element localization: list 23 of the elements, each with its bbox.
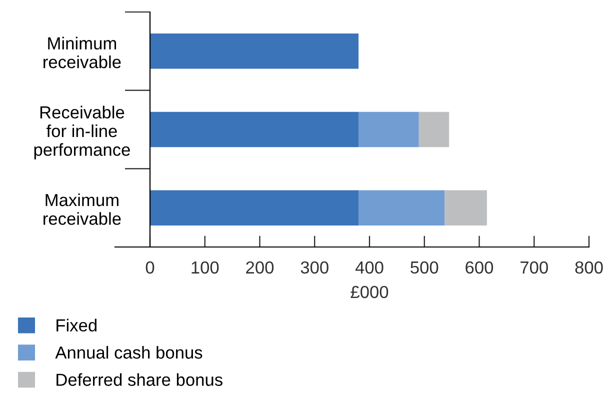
x-tick-label: 800	[575, 261, 603, 274]
x-tick-label: 100	[192, 261, 219, 274]
legend-label: Annual cash bonus	[55, 346, 202, 359]
y-tick-label: Receivable for in-line performance	[34, 106, 130, 160]
bar	[418, 112, 450, 148]
bar	[358, 112, 419, 148]
x-tick-label: 700	[520, 261, 548, 274]
x-axis-title: £000	[350, 286, 388, 298]
y-tick-label: Minimum receivable	[44, 36, 121, 68]
x-tick-label: 600	[466, 261, 494, 274]
legend-label: Fixed	[56, 318, 96, 332]
x-tick-label: 500	[410, 261, 438, 274]
bar	[150, 34, 359, 69]
x-tick-label: 400	[355, 261, 384, 274]
bar	[358, 190, 445, 226]
legend-label: Deferred share bonus	[56, 373, 222, 386]
bar	[150, 190, 359, 226]
x-tick-label: 300	[300, 261, 328, 274]
bar	[150, 112, 359, 148]
y-tick-label: Maximum receivable	[44, 193, 121, 225]
bar	[444, 190, 487, 226]
x-tick-label: 0	[146, 261, 154, 274]
x-tick-label: 200	[246, 261, 274, 274]
